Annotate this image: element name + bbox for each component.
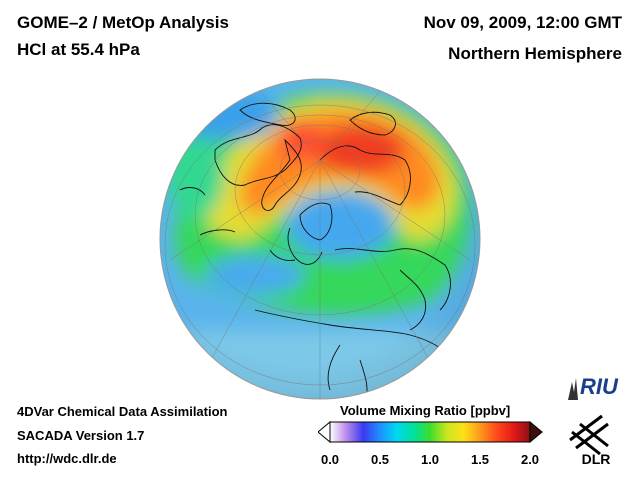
dlr-logo-text: DLR xyxy=(582,451,611,467)
colorbar-title: Volume Mixing Ratio [ppbv] xyxy=(340,403,511,418)
footer-version: SACADA Version 1.7 xyxy=(17,428,145,443)
map-title: GOME–2 / MetOp Analysis xyxy=(17,13,229,32)
colorbar-tick-label: 1.0 xyxy=(420,452,440,467)
colorbar-tick-label: 0.5 xyxy=(370,452,390,467)
colorbar-tick-label: 0.0 xyxy=(320,452,340,467)
colorbar-tick-label: 1.5 xyxy=(470,452,490,467)
riu-logo-text: RIU xyxy=(580,374,619,399)
map-datetime: Nov 09, 2009, 12:00 GMT xyxy=(423,13,622,32)
footer-method: 4DVar Chemical Data Assimilation xyxy=(17,404,228,419)
colorbar-tick-label: 2.0 xyxy=(520,452,540,467)
map-region: Northern Hemisphere xyxy=(448,44,622,63)
footer-url: http://wdc.dlr.de xyxy=(17,451,117,466)
colorbar-gradient xyxy=(329,421,531,443)
colorbar-low-arrow xyxy=(318,420,331,444)
riu-logo: RIU xyxy=(568,374,619,400)
dlr-logo: DLR xyxy=(569,414,611,467)
colorbar xyxy=(318,420,543,444)
map-subtitle: HCl at 55.4 hPa xyxy=(17,40,140,59)
colorbar-high-arrow xyxy=(529,420,543,444)
